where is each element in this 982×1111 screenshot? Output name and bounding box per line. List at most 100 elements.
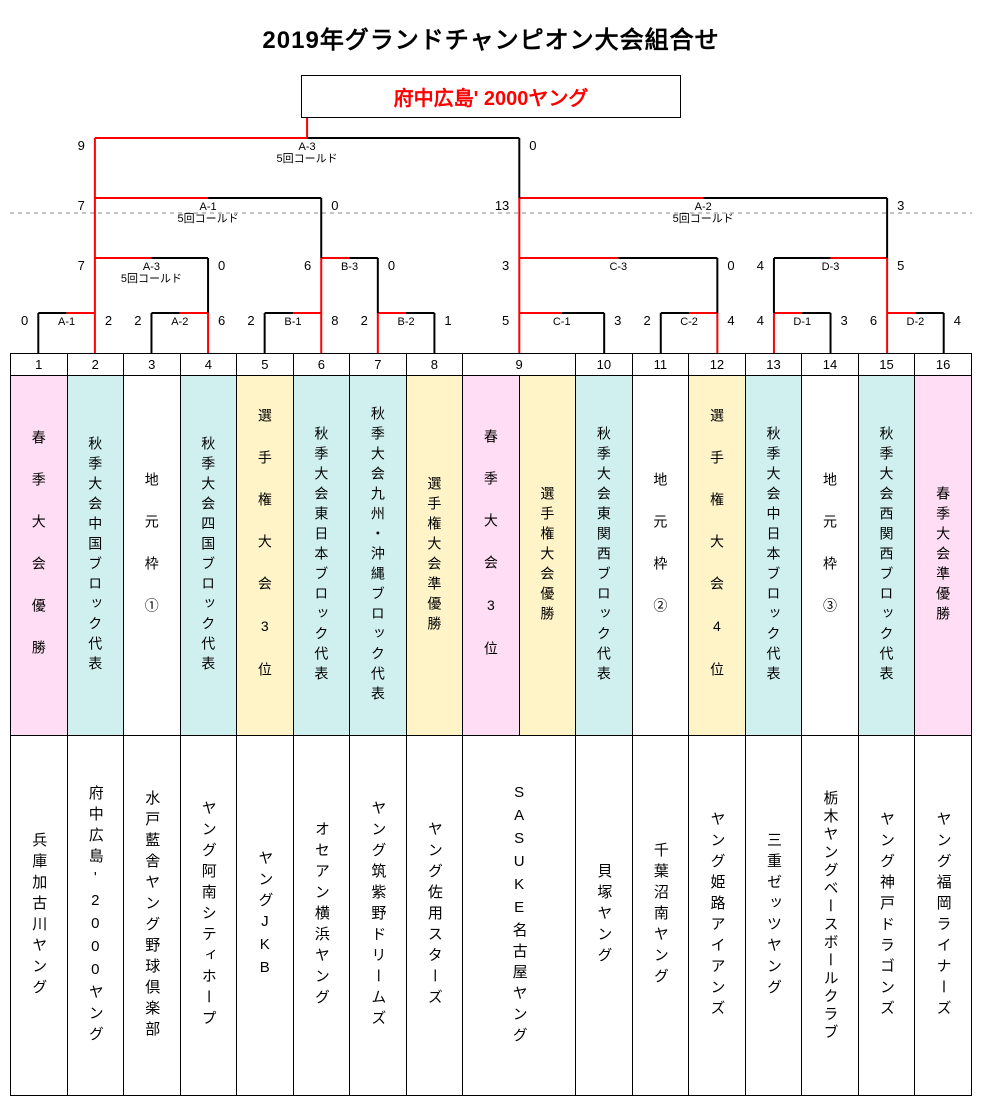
svg-text:2: 2 [247, 313, 254, 328]
svg-text:7: 7 [78, 258, 85, 273]
qualification-cell: 選手権大会3位 [237, 376, 294, 736]
qualification-cell: 春季大会準優勝 [915, 376, 972, 736]
qualification-cell: 春季大会3位 [463, 376, 520, 736]
slot-number: 3 [124, 354, 181, 376]
slot-number: 2 [67, 354, 124, 376]
svg-text:13: 13 [495, 198, 509, 213]
qualification-cell: 春季大会優勝 [11, 376, 68, 736]
svg-text:3: 3 [841, 313, 848, 328]
svg-text:3: 3 [502, 258, 509, 273]
team-cell: 水戸藍舎ヤング野球倶楽部 [124, 736, 181, 1096]
slot-number: 9 [463, 354, 576, 376]
svg-text:5回コールド: 5回コールド [121, 272, 182, 285]
svg-text:6: 6 [870, 313, 877, 328]
svg-text:3: 3 [897, 198, 904, 213]
qualification-cell: 秋季大会西関西ブロック代表 [858, 376, 915, 736]
svg-text:A-1: A-1 [199, 201, 216, 213]
slot-number: 13 [745, 354, 802, 376]
qualification-cell: 秋季大会東関西ブロック代表 [576, 376, 633, 736]
team-cell: 府中広島'2000ヤング [67, 736, 124, 1096]
slot-number: 4 [180, 354, 237, 376]
svg-text:5回コールド: 5回コールド [277, 152, 338, 165]
slot-number: 1 [11, 354, 68, 376]
svg-text:5: 5 [502, 313, 509, 328]
qualification-cell: 選手権大会優勝 [519, 376, 576, 736]
svg-text:1: 1 [444, 313, 451, 328]
svg-text:6: 6 [218, 313, 225, 328]
qualification-cell: 選手権大会4位 [689, 376, 746, 736]
svg-text:C-2: C-2 [680, 316, 698, 328]
svg-text:B-2: B-2 [398, 316, 415, 328]
svg-text:8: 8 [331, 313, 338, 328]
svg-text:C-3: C-3 [609, 261, 627, 273]
svg-text:0: 0 [21, 313, 28, 328]
qualification-cell: 秋季大会四国ブロック代表 [180, 376, 237, 736]
svg-text:A-2: A-2 [695, 201, 712, 213]
team-cell: ヤング筑紫野ドリームズ [350, 736, 407, 1096]
qualification-cell: 秋季大会中国ブロック代表 [67, 376, 124, 736]
team-cell: ヤング阿南シティホープ [180, 736, 237, 1096]
page-title: 2019年グランドチャンピオン大会組合せ [10, 20, 972, 55]
svg-text:0: 0 [388, 258, 395, 273]
svg-text:2: 2 [361, 313, 368, 328]
svg-text:A-2: A-2 [171, 316, 188, 328]
team-cell: 栃木ヤングベースボールクラブ [802, 736, 859, 1096]
bracket-diagram: 02A-126A-228B-121B-253C-124C-243D-164D-2… [10, 118, 972, 353]
qualification-cell: 秋季大会中日本ブロック代表 [745, 376, 802, 736]
slot-number: 8 [406, 354, 463, 376]
svg-text:C-1: C-1 [553, 316, 571, 328]
svg-text:5回コールド: 5回コールド [177, 212, 238, 225]
slot-number: 10 [576, 354, 633, 376]
qualification-cell: 地元枠③ [802, 376, 859, 736]
champion-box: 府中広島' 2000ヤング [301, 75, 681, 118]
team-cell: 三重ゼッツヤング [745, 736, 802, 1096]
slot-number: 11 [632, 354, 689, 376]
svg-text:D-2: D-2 [907, 316, 925, 328]
qualification-cell: 地元枠② [632, 376, 689, 736]
svg-text:0: 0 [218, 258, 225, 273]
team-cell: ヤング姫路アイアンズ [689, 736, 746, 1096]
svg-text:0: 0 [529, 138, 536, 153]
svg-text:B-1: B-1 [284, 316, 301, 328]
team-cell: 貝塚ヤング [576, 736, 633, 1096]
svg-text:4: 4 [757, 313, 764, 328]
svg-text:6: 6 [304, 258, 311, 273]
svg-text:7: 7 [78, 198, 85, 213]
svg-text:2: 2 [644, 313, 651, 328]
slot-number: 16 [915, 354, 972, 376]
svg-text:B-3: B-3 [341, 261, 358, 273]
qualification-cell: 秋季大会九州・沖縄ブロック代表 [350, 376, 407, 736]
teams-table: 12345678910111213141516 春季大会優勝秋季大会中国ブロック… [10, 353, 972, 1096]
svg-text:4: 4 [757, 258, 764, 273]
team-cell: ヤング福岡ライナーズ [915, 736, 972, 1096]
qualification-cell: 秋季大会東日本ブロック代表 [293, 376, 350, 736]
svg-text:A-3: A-3 [299, 141, 316, 153]
team-cell: ヤングJKB [237, 736, 294, 1096]
svg-text:0: 0 [727, 258, 734, 273]
slot-number: 7 [350, 354, 407, 376]
slot-number: 15 [858, 354, 915, 376]
svg-text:D-1: D-1 [793, 316, 811, 328]
team-cell: オセアン横浜ヤング [293, 736, 350, 1096]
svg-text:4: 4 [954, 313, 961, 328]
team-cell: SASUKE名古屋ヤング [463, 736, 576, 1096]
slot-number: 6 [293, 354, 350, 376]
svg-text:D-3: D-3 [822, 261, 840, 273]
svg-text:5回コールド: 5回コールド [673, 212, 734, 225]
qualification-cell: 地元枠① [124, 376, 181, 736]
team-cell: ヤング佐用スターズ [406, 736, 463, 1096]
svg-text:3: 3 [614, 313, 621, 328]
svg-text:A-1: A-1 [58, 316, 75, 328]
svg-text:4: 4 [727, 313, 734, 328]
svg-text:0: 0 [331, 198, 338, 213]
svg-text:9: 9 [78, 138, 85, 153]
team-cell: ヤング神戸ドラゴンズ [858, 736, 915, 1096]
svg-text:2: 2 [134, 313, 141, 328]
svg-text:5: 5 [897, 258, 904, 273]
svg-text:A-3: A-3 [143, 261, 160, 273]
team-cell: 千葉沼南ヤング [632, 736, 689, 1096]
slot-number: 12 [689, 354, 746, 376]
team-cell: 兵庫加古川ヤング [11, 736, 68, 1096]
slot-number: 14 [802, 354, 859, 376]
slot-number: 5 [237, 354, 294, 376]
